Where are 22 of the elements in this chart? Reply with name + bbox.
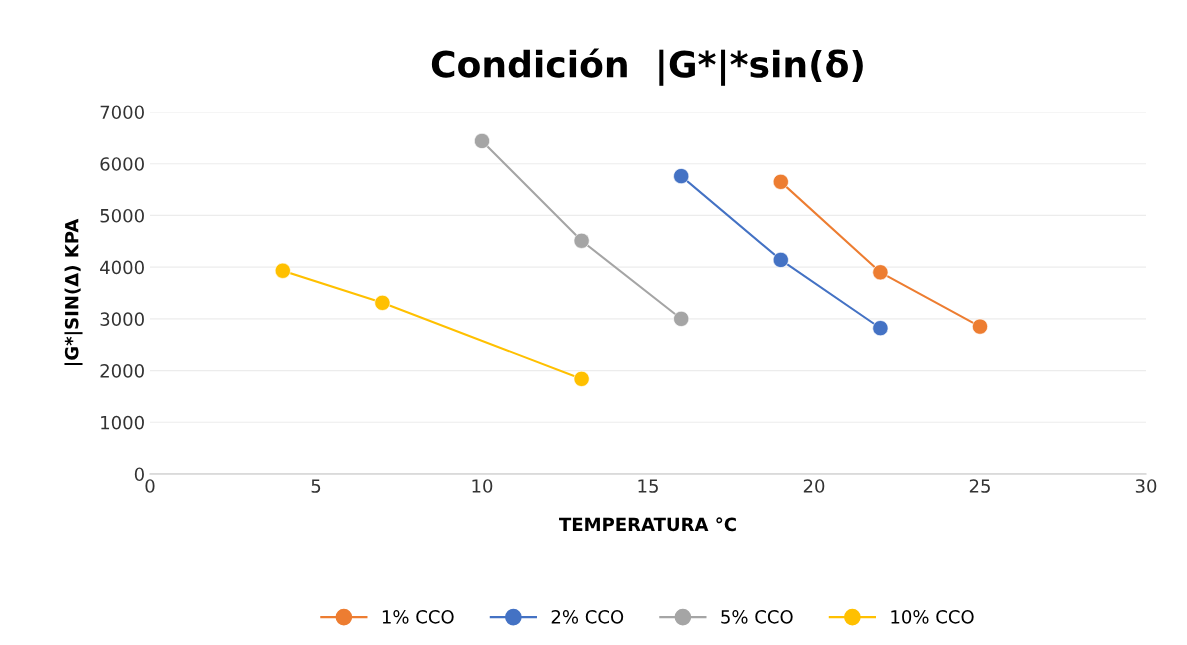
- y-tick-label: 0: [134, 467, 144, 482]
- legend-label: 1% CCO: [382, 610, 454, 624]
- legend-label: 2% CCO: [551, 610, 624, 624]
- y-axis-title: |G*|SIN(Δ) KPA: [64, 218, 83, 365]
- y-tick-label: 4000: [100, 260, 144, 275]
- y-tick-label: 6000: [100, 157, 144, 171]
- x-tick-label: 15: [638, 479, 658, 493]
- legend-label: 10% CCO: [891, 610, 974, 624]
- y-tick-label: 5000: [100, 208, 144, 223]
- y-tick-label: 3000: [100, 312, 144, 326]
- x-tick-label: 5: [311, 479, 321, 493]
- x-tick-label: 10: [472, 479, 493, 493]
- x-tick-label: 0: [145, 479, 155, 493]
- y-tick-label: 7000: [100, 105, 144, 120]
- legend-label: 5% CCO: [721, 610, 793, 624]
- x-axis-title: TEMPERATURA °C: [559, 517, 736, 532]
- y-tick-label: 2000: [100, 364, 144, 378]
- chart-title: Condición |G*|*sin(δ): [431, 48, 863, 86]
- x-tick-label: 25: [969, 479, 990, 493]
- y-tick-label: 1000: [101, 415, 144, 430]
- x-tick-label: 30: [1135, 479, 1157, 493]
- x-tick-label: 20: [803, 479, 825, 493]
